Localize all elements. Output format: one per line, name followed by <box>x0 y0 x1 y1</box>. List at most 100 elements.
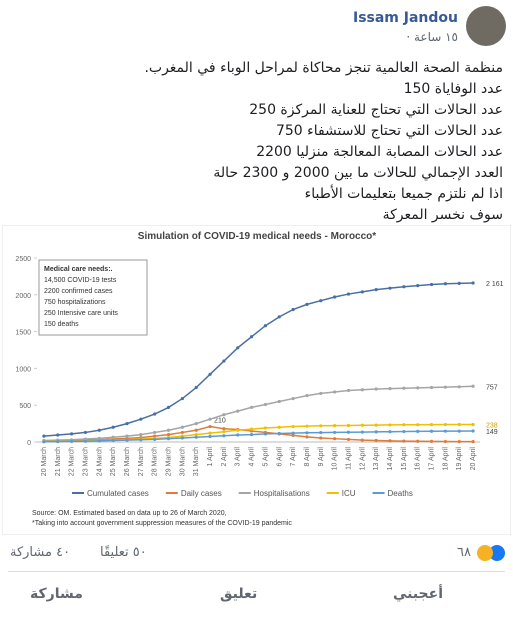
point <box>429 429 434 433</box>
y-tick-label: 0 <box>27 440 31 447</box>
data-label: 238 <box>486 422 498 429</box>
legend-label: Cumulated cases <box>87 489 149 498</box>
point <box>457 281 461 285</box>
post-line: سوف نخسر المعركة <box>382 207 503 223</box>
post-line: عدد الحالات التي تحتاج للاستشفاء 750 <box>275 123 503 139</box>
point <box>374 438 378 443</box>
x-tick-label: 9 April <box>318 447 325 467</box>
point <box>208 372 212 376</box>
point <box>180 396 184 401</box>
x-tick-label: 18 April <box>442 447 449 471</box>
comment-button[interactable]: تعليق <box>220 586 258 602</box>
point <box>277 425 281 429</box>
note-line: Medical care needs:. <box>44 266 113 273</box>
x-tick-label: 28 March <box>152 447 159 476</box>
point <box>70 439 74 444</box>
point <box>360 290 364 294</box>
series-line <box>43 425 474 443</box>
share-button[interactable]: مشاركة <box>30 586 83 602</box>
x-tick-label: 6 April <box>276 447 283 467</box>
point <box>208 434 212 439</box>
x-tick-label: 31 March <box>193 447 200 476</box>
point <box>139 417 143 421</box>
point <box>153 412 157 416</box>
legend-label: Deaths <box>388 489 413 498</box>
point <box>443 439 447 444</box>
point <box>402 439 406 443</box>
point <box>83 439 88 443</box>
point <box>402 429 406 434</box>
reaction-icons[interactable] <box>475 545 505 561</box>
point <box>374 430 378 434</box>
point <box>333 430 337 435</box>
point <box>471 440 475 444</box>
point <box>249 427 254 431</box>
divider <box>8 571 505 572</box>
point <box>388 439 392 443</box>
point <box>125 438 129 442</box>
x-tick-label: 23 March <box>82 447 89 476</box>
post-line: اذا لم نلتزم جميعا بتعليمات الأطباء <box>304 186 503 202</box>
point <box>457 422 461 427</box>
point <box>291 431 295 435</box>
x-tick-label: 19 April <box>456 447 463 471</box>
point <box>402 285 406 289</box>
x-tick-label: 12 April <box>359 447 366 471</box>
point <box>388 430 392 434</box>
note-line: 250 Intensive care units <box>44 310 118 317</box>
point <box>346 423 351 428</box>
post-line: عدد الحالات التي تحتاج للعناية المركزة 2… <box>249 102 503 118</box>
comment-count[interactable]: ٥٠ تعليقًا <box>100 545 147 560</box>
point <box>125 434 129 438</box>
post-line: عدد الوفاياة 150 <box>403 81 503 97</box>
point <box>319 430 323 435</box>
post-time[interactable]: ١٥ ساعة · <box>406 30 458 44</box>
point <box>457 385 461 389</box>
point <box>83 430 88 435</box>
point <box>374 423 378 427</box>
point <box>291 396 295 401</box>
like-button[interactable]: أعجبني <box>392 586 443 602</box>
share-count[interactable]: ٤٠ مشاركة <box>10 545 71 560</box>
point <box>277 431 281 436</box>
avatar[interactable] <box>466 6 506 46</box>
point <box>457 429 461 433</box>
point <box>429 282 434 287</box>
point <box>194 435 198 439</box>
point <box>443 429 447 433</box>
point <box>194 433 198 437</box>
x-tick-label: 27 March <box>138 447 145 476</box>
note-box <box>38 259 148 336</box>
point <box>70 432 74 436</box>
point <box>360 438 364 442</box>
point <box>305 424 309 428</box>
point <box>416 423 420 427</box>
point <box>208 417 212 421</box>
legend-label: Daily cases <box>181 489 222 498</box>
point <box>97 428 101 432</box>
series-line <box>43 282 474 437</box>
point <box>42 434 46 438</box>
point <box>346 430 351 434</box>
x-tick-label: 21 March <box>55 447 62 476</box>
point <box>291 424 295 429</box>
point <box>194 385 198 390</box>
point <box>222 434 226 438</box>
point <box>194 422 198 426</box>
point <box>153 434 157 438</box>
source-note: *Taking into account government suppress… <box>32 520 292 527</box>
point <box>166 437 171 441</box>
point <box>443 282 447 286</box>
point <box>166 433 171 437</box>
point <box>291 307 295 312</box>
point <box>346 437 351 442</box>
point <box>333 437 337 441</box>
reaction-count[interactable]: ٦٨ <box>457 545 471 560</box>
source-note: Source: OM. Estimated based on data up t… <box>32 510 227 517</box>
point <box>111 438 115 443</box>
point <box>305 302 309 306</box>
point <box>222 359 226 363</box>
y-tick-label: 2000 <box>15 293 31 300</box>
x-tick-label: 11 April <box>345 447 352 470</box>
author-name[interactable]: Issam Jandou <box>352 10 458 26</box>
